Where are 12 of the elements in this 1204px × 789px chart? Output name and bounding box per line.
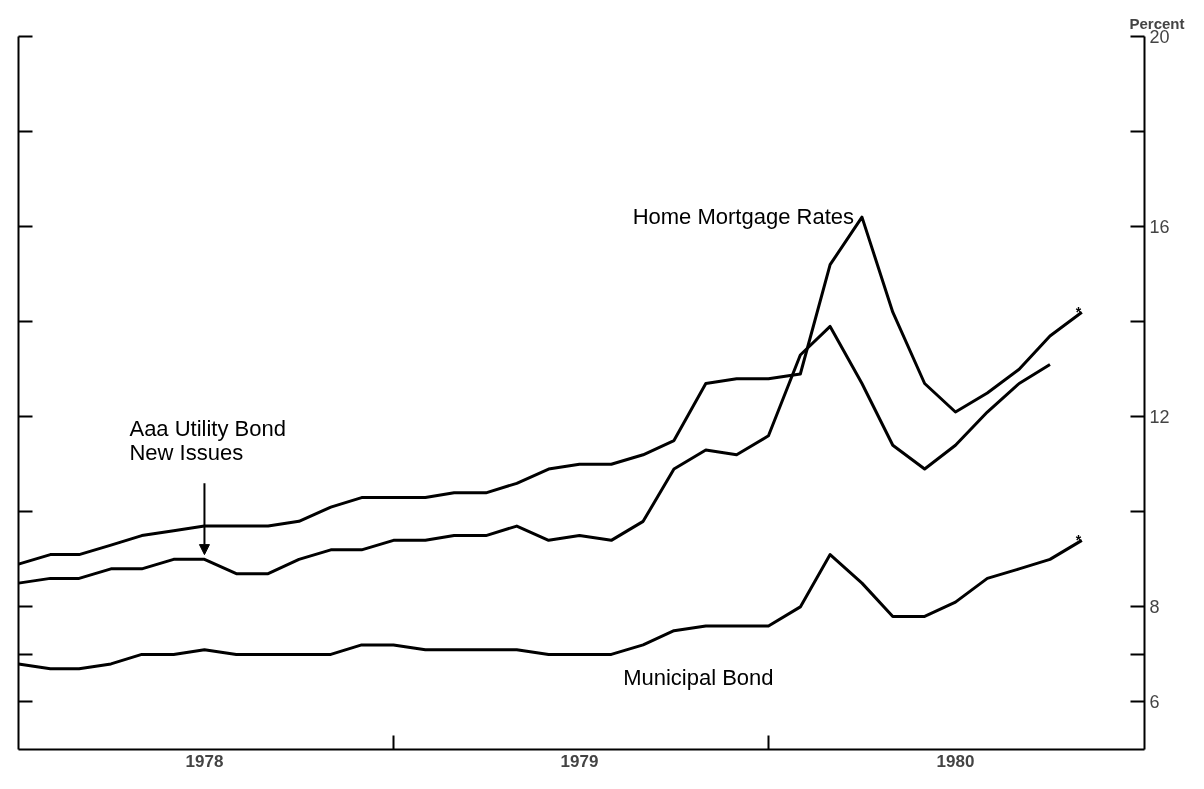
annotation: *	[1075, 532, 1082, 549]
annotation: Aaa Utility Bond New Issues	[129, 416, 286, 466]
x-tick-label: 1979	[560, 751, 599, 771]
y-tick-label: 16	[1149, 217, 1170, 238]
x-tick-label: 1978	[185, 751, 224, 771]
x-tick-label: 1980	[936, 751, 975, 771]
y-tick-label: 8	[1149, 597, 1160, 618]
annotation: *	[1075, 304, 1082, 321]
annotation: Home Mortgage Rates	[632, 204, 854, 230]
annotation: Municipal Bond	[623, 664, 774, 690]
y-tick-label: 6	[1149, 692, 1160, 713]
y-tick-label: 12	[1149, 407, 1170, 428]
